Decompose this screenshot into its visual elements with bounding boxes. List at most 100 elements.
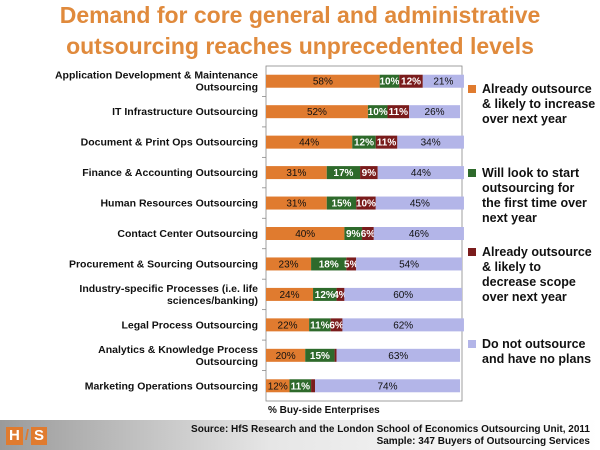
bar-segment bbox=[266, 196, 327, 210]
bar-segment bbox=[289, 379, 312, 393]
bar-segment bbox=[397, 135, 464, 149]
bar-segment bbox=[375, 135, 398, 149]
legend-entry-line: & likely to increase bbox=[482, 97, 596, 111]
category-label: Human Resources Outsourcing bbox=[100, 198, 258, 210]
bar-segment bbox=[356, 257, 462, 271]
category-label: Procurement & Sourcing Outsourcing bbox=[69, 258, 258, 270]
category-labels: Application Development & MaintenanceOut… bbox=[55, 70, 258, 393]
bar-segment bbox=[266, 227, 345, 240]
data-label: 44% bbox=[411, 168, 431, 179]
logo-letter-s: S bbox=[31, 427, 48, 445]
bar-segment bbox=[330, 318, 343, 332]
bar-segment bbox=[266, 74, 380, 88]
source-note: Source: HfS Research and the London Scho… bbox=[191, 424, 590, 448]
data-label: 44% bbox=[299, 138, 319, 149]
category-label: Outsourcing bbox=[196, 82, 258, 94]
chart-bars: 58% 10% 12% 21%52% 10% 11% 26%44% 12% 11% 34%31% 1… bbox=[266, 74, 464, 393]
legend-entry: Already outsource & likely to increase ove… bbox=[482, 82, 600, 127]
bar-segment bbox=[379, 74, 400, 88]
bar-segment bbox=[266, 135, 353, 149]
data-label: 11% bbox=[389, 107, 409, 118]
legend-entry: Do not outsource and have no plans bbox=[482, 337, 600, 367]
bar-segment bbox=[309, 318, 331, 332]
category-label: Industry-specific Processes (i.e. life bbox=[79, 283, 258, 295]
bar-segment bbox=[344, 227, 363, 240]
data-label: 24% bbox=[280, 290, 300, 301]
chart-title: Demand for core general and administrati… bbox=[0, 0, 600, 62]
logo-letter-h: H bbox=[6, 427, 23, 445]
bar-segment bbox=[375, 196, 464, 210]
data-label: 12% bbox=[354, 138, 374, 149]
data-label: 20% bbox=[276, 351, 296, 362]
legend-swatch bbox=[468, 169, 476, 177]
source-line: Source: HfS Research and the London Scho… bbox=[191, 424, 590, 435]
logo-separator: / bbox=[24, 427, 30, 444]
data-label: 5% bbox=[344, 259, 359, 270]
bar-segment bbox=[399, 74, 423, 88]
bar-segment bbox=[266, 318, 310, 332]
bar-segment bbox=[326, 196, 357, 210]
bar-segment bbox=[266, 287, 314, 301]
sample-line: Sample: 347 Buyers of Outsourcing Servic… bbox=[376, 436, 590, 447]
data-label: 9% bbox=[346, 229, 361, 240]
data-label: 60% bbox=[393, 290, 413, 301]
bar-segment bbox=[334, 348, 337, 362]
data-label: 54% bbox=[399, 259, 419, 270]
data-label: 52% bbox=[307, 107, 327, 118]
category-label: Analytics & Knowledge Process bbox=[98, 344, 258, 356]
bar-segment bbox=[360, 166, 378, 180]
legend-entry-line: over next year bbox=[482, 290, 567, 304]
category-label: Legal Process Outsourcing bbox=[121, 319, 258, 331]
data-label: 6% bbox=[361, 229, 376, 240]
legend-entry-line: decrease scope bbox=[482, 275, 576, 289]
data-label: 40% bbox=[295, 229, 315, 240]
data-label: 62% bbox=[393, 320, 413, 331]
data-label: 21% bbox=[433, 77, 453, 88]
data-label: 18% bbox=[319, 259, 339, 270]
bar-segment bbox=[315, 379, 461, 393]
bar-segment bbox=[336, 287, 345, 301]
legend-entry-line: outsourcing for bbox=[482, 181, 575, 195]
data-label: 10% bbox=[368, 107, 388, 118]
legend-entry-line: the first time over bbox=[482, 196, 587, 210]
data-label: 12% bbox=[401, 77, 421, 88]
bar-segment bbox=[266, 105, 368, 119]
category-label: Marketing Operations Outsourcing bbox=[85, 380, 258, 392]
data-label: 10% bbox=[356, 199, 376, 210]
bar-segment bbox=[373, 227, 464, 240]
bar-segment bbox=[266, 166, 327, 180]
data-label: 46% bbox=[409, 229, 429, 240]
legend-entry-line: next year bbox=[482, 211, 537, 225]
bar-segment bbox=[352, 135, 376, 149]
legend-entry-line: Already outsource bbox=[482, 245, 592, 259]
bar-segment bbox=[266, 257, 312, 271]
legend-entry-line: and have no plans bbox=[482, 352, 592, 366]
data-label: 12% bbox=[315, 290, 335, 301]
category-label: sciences/banking) bbox=[167, 295, 258, 307]
data-label: 63% bbox=[388, 351, 408, 362]
hfs-logo: H / S bbox=[6, 427, 48, 445]
bar-segment bbox=[342, 318, 464, 332]
legend-entry: Already outsource & likely to decrease sco… bbox=[482, 245, 600, 305]
bar-segment bbox=[313, 287, 337, 301]
data-label: 17% bbox=[333, 168, 353, 179]
category-label: Outsourcing bbox=[196, 356, 258, 368]
data-label: 58% bbox=[313, 77, 333, 88]
legend-entry-line: over next year bbox=[482, 112, 567, 126]
category-label: IT Infrastructure Outsourcing bbox=[112, 106, 258, 118]
data-label: 31% bbox=[286, 199, 306, 210]
data-label: 15% bbox=[331, 199, 351, 210]
data-label: 31% bbox=[286, 168, 306, 179]
data-label: 11% bbox=[377, 138, 397, 149]
legend-swatch bbox=[468, 85, 476, 93]
data-label: 10% bbox=[379, 77, 399, 88]
data-label: 12% bbox=[268, 381, 288, 392]
bar-segment bbox=[266, 348, 306, 362]
data-label: 45% bbox=[410, 199, 430, 210]
data-label: 6% bbox=[329, 320, 344, 331]
bar-segment bbox=[336, 348, 461, 362]
bar-segment bbox=[266, 379, 290, 393]
x-axis-label: % Buy-side Enterprises bbox=[268, 405, 380, 416]
category-label: Finance & Accounting Outsourcing bbox=[82, 167, 258, 179]
bar-segment bbox=[377, 166, 464, 180]
